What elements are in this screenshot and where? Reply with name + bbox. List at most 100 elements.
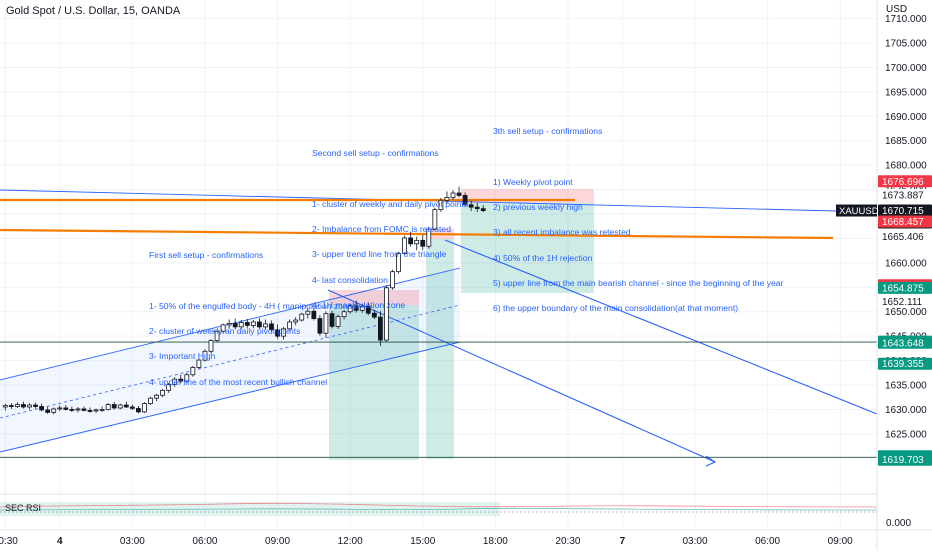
candle-body: [202, 350, 208, 361]
x-tick-label: 18:00: [483, 536, 508, 547]
second-setup-line: 4- last consolidation: [312, 274, 388, 285]
candle-body: [323, 313, 329, 334]
candle-body: [402, 237, 408, 254]
candle-body: [329, 313, 335, 327]
candle-body: [117, 404, 123, 409]
candle-body: [190, 367, 196, 376]
second-setup-note: Second sell setup - confirmations 1- clu…: [312, 132, 468, 326]
candle-body: [474, 206, 480, 210]
price-tag-value: 1639.355: [882, 359, 924, 370]
rsi-line-lower: [0, 507, 878, 511]
candle-body: [39, 406, 44, 411]
pivot-line-lower[interactable]: [0, 228, 834, 240]
third-setup-title: 3th sell setup - confirmations: [493, 125, 603, 136]
candle-body: [275, 329, 280, 337]
candle-body: [269, 323, 274, 331]
second-setup-title: Second sell setup - confirmations: [312, 147, 439, 158]
candle-body: [408, 237, 414, 245]
candle-body: [287, 321, 293, 330]
candle-body: [377, 316, 383, 341]
second-setup-line: 1- cluster of weekly and daily pivot poi…: [312, 198, 469, 209]
candle-body: [129, 406, 135, 409]
x-tick-label: 03:00: [120, 536, 145, 547]
x-tick-label: 20:30: [555, 536, 580, 547]
candle-body: [105, 404, 111, 410]
candle-body: [359, 305, 365, 311]
third-setup-line: 3) all recent imbalance was retested: [493, 227, 631, 238]
candle-body: [69, 409, 75, 411]
candle-body: [208, 340, 214, 352]
candle-body: [232, 323, 238, 328]
first-setup-line: 1- 50% of the engulfed body - 4H ( manip…: [149, 300, 356, 311]
candle-body: [250, 321, 256, 326]
candle-body: [196, 359, 202, 368]
x-tick-label: 03:00: [682, 536, 707, 547]
candle-body: [353, 305, 359, 311]
currency-label: USD: [886, 4, 908, 15]
projection-arrow-1[interactable]: [327, 289, 716, 463]
candle-body: [51, 408, 57, 413]
y-tick-label: 1695.000: [885, 87, 927, 98]
candle-body: [184, 374, 190, 382]
price-tag-bg: [878, 189, 932, 202]
candle-body: [244, 322, 250, 326]
channel-lower-line[interactable]: [0, 341, 461, 453]
target-zone-1[interactable]: [329, 305, 419, 460]
candle-body: [420, 239, 426, 247]
y-tick-label: 1625.000: [885, 429, 927, 440]
time-axis-labels: 20:30 4 03:00 06:00 09:00 12:00 15:00 18:00 20:3…: [0, 536, 853, 547]
candle-body: [341, 311, 347, 318]
candle-body: [305, 310, 311, 315]
price-tag-bg: [878, 295, 932, 308]
price-tag-value: 1643.648: [882, 338, 924, 349]
symbol-tag-bg: [836, 204, 877, 217]
second-setup-line: 3- upper trend line from the triangle: [312, 249, 447, 260]
candle-body: [438, 199, 444, 211]
candle-body: [2, 405, 8, 408]
candle-body: [93, 409, 99, 412]
x-tick-label: 12:00: [338, 536, 363, 547]
candle-body: [480, 208, 486, 211]
indicator-value: 0.000: [886, 518, 911, 529]
candle-body: [281, 328, 287, 337]
candle-body: [166, 384, 172, 391]
y-tick-label: 1705.000: [885, 39, 927, 50]
price-tag-value: 1652.111: [882, 297, 923, 308]
y-tick-label: 1630.000: [885, 405, 927, 416]
target-zone-3[interactable]: [461, 203, 594, 293]
candle-body: [396, 253, 401, 273]
channel-mid-line[interactable]: [0, 304, 461, 419]
candle-body: [335, 316, 341, 327]
first-setup-note: First sell setup - confirmations 1- 50% …: [149, 234, 355, 403]
candle-body: [172, 378, 178, 385]
y-tick-label: 1635.000: [885, 381, 927, 392]
projection-arrow-2[interactable]: [444, 239, 878, 415]
price-tag-value: 1665.406: [882, 232, 924, 243]
candle-body: [63, 407, 69, 410]
candle-body: [384, 287, 389, 341]
x-tick-label: 7: [620, 536, 626, 547]
y-tick-label: 1685.000: [885, 136, 927, 147]
candle-body: [468, 204, 474, 208]
candle-body: [33, 404, 38, 407]
stop-zone-1[interactable]: [329, 290, 419, 305]
candle-body: [148, 397, 153, 404]
candle-body: [14, 404, 20, 407]
price-tag-bg: [878, 336, 932, 349]
third-setup-line: 4) 50% of the 1H rejection: [493, 252, 593, 263]
candle-body: [390, 271, 395, 289]
y-tick-label: 1650.000: [885, 307, 927, 318]
third-setup-line: 5) upper line from the main bearish chan…: [493, 277, 784, 288]
second-setup-line: 2- Imbalance from FOMC is retested: [312, 224, 451, 235]
candle-body: [8, 405, 14, 407]
y-tick-label: 1680.000: [885, 161, 927, 172]
candle-body: [226, 323, 232, 326]
indicator-pane: SEC RSI 0.000: [0, 493, 911, 529]
x-tick-label: 20:30: [0, 536, 18, 547]
candle-body: [123, 404, 129, 408]
x-tick-label: 09:00: [265, 536, 290, 547]
symbol-title[interactable]: Gold Spot / U.S. Dollar, 15, OANDA: [6, 5, 181, 17]
y-tick-label: 1700.000: [885, 63, 927, 74]
candle-body: [414, 239, 420, 245]
